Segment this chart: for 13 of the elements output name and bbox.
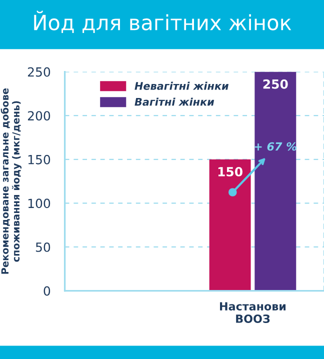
legend-label: Невагітні жінки: [134, 82, 228, 90]
y-tick-label: 0: [44, 286, 50, 296]
data-label: 250: [263, 79, 288, 89]
y-tick-label: 150: [28, 154, 50, 164]
x-tick-label: Настанови ВООЗ: [220, 302, 286, 323]
chart-title: Йод для вагітних жінок: [34, 10, 292, 33]
y-tick-label: 100: [28, 198, 50, 208]
legend-label: Вагітні жінки: [134, 98, 214, 106]
y-tick-label: 250: [28, 67, 50, 77]
y-tick-label: 50: [36, 242, 50, 252]
data-label: 150: [218, 166, 242, 176]
y-tick-label: 200: [28, 111, 50, 121]
y-axis-title: Рекомендоване загальне добове споживання йоду (мкг/день): [0, 88, 22, 274]
